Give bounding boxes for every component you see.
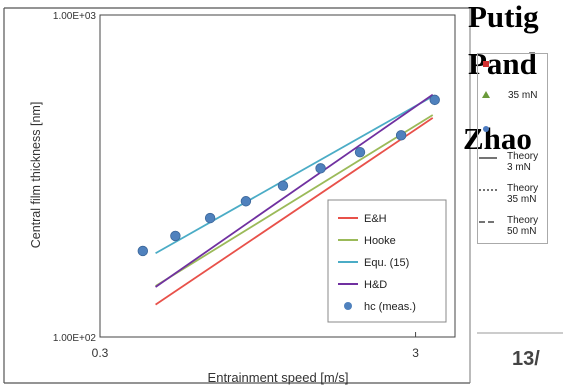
series-line-e-h	[155, 117, 434, 306]
background-legend-label-35mn: 35 mN	[508, 90, 538, 101]
legend-label-hooke: Hooke	[364, 235, 396, 247]
legend-label-hc-meas: hc (meas.)	[364, 301, 416, 313]
legend-label-e-h: E&H	[364, 213, 387, 225]
legend-marker-square-icon	[483, 61, 489, 67]
bg-title-line-1: Putig	[468, 0, 539, 34]
y-axis-title: Central film thickness [nm]	[29, 102, 43, 249]
x-tick-label: 0.3	[92, 346, 109, 360]
y-tick-label: 1.00E+02	[53, 333, 97, 344]
background-legend	[477, 53, 548, 244]
series-line-hooke	[155, 114, 434, 287]
data-point-hc-meas	[315, 163, 326, 174]
bg-title-line-3: Zhao	[463, 121, 532, 156]
background-legend-label-theory-3: Theory 3 mN	[507, 151, 539, 173]
legend-swatch-hc-meas	[344, 302, 352, 310]
data-point-hc-meas	[395, 130, 407, 141]
data-point-hc-meas	[170, 230, 181, 242]
legend-label-h-d: H&D	[364, 279, 387, 291]
x-tick-label: 3	[412, 346, 419, 360]
data-point-hc-meas	[240, 196, 252, 207]
data-point-hc-meas	[137, 245, 149, 257]
legend-marker-circle-icon	[483, 126, 489, 132]
background-legend-frame	[477, 53, 548, 244]
y-tick-label: 1.00E+03	[53, 11, 97, 22]
data-point-hc-meas	[277, 180, 289, 191]
legend-marker-triangle-icon	[482, 91, 490, 98]
data-point-hc-meas	[354, 146, 366, 158]
background-legend-label-theory-50: Theory 50 mN	[507, 215, 539, 237]
series-line-h-d	[155, 93, 434, 288]
background-legend-label-theory-35: Theory 35 mN	[507, 183, 539, 205]
data-point-hc-meas	[204, 212, 216, 224]
series-line-equ-15	[155, 95, 434, 255]
data-point-hc-meas	[429, 94, 440, 106]
page-number: 13/	[512, 348, 540, 370]
x-axis-title: Entrainment speed [m/s]	[208, 370, 349, 385]
legend-label-equ-15: Equ. (15)	[364, 257, 409, 269]
